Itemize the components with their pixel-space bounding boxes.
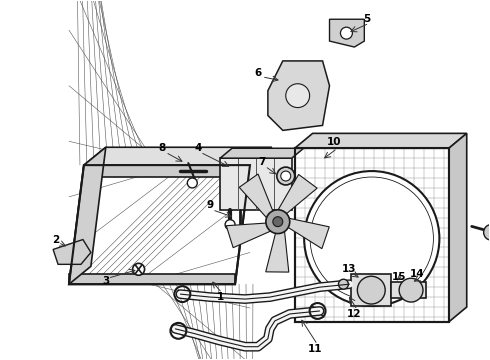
Polygon shape [220, 158, 292, 210]
Circle shape [273, 217, 283, 227]
Text: 15: 15 [392, 272, 406, 282]
Circle shape [484, 224, 490, 240]
Circle shape [133, 264, 145, 275]
Polygon shape [84, 147, 272, 165]
Circle shape [304, 171, 440, 306]
Polygon shape [449, 133, 467, 322]
Polygon shape [287, 218, 329, 249]
Polygon shape [53, 239, 91, 264]
Circle shape [266, 210, 290, 234]
Polygon shape [391, 282, 426, 298]
Text: 6: 6 [254, 68, 262, 78]
Text: 13: 13 [342, 264, 357, 274]
Polygon shape [351, 274, 391, 306]
Polygon shape [266, 229, 289, 272]
Text: 10: 10 [327, 137, 342, 147]
Text: 3: 3 [102, 276, 109, 286]
Polygon shape [329, 19, 365, 47]
Polygon shape [239, 174, 273, 220]
Circle shape [339, 279, 348, 289]
Polygon shape [226, 223, 272, 248]
Polygon shape [69, 274, 235, 284]
Circle shape [341, 27, 352, 39]
Text: 4: 4 [195, 143, 202, 153]
Polygon shape [220, 148, 304, 158]
Text: 8: 8 [159, 143, 166, 153]
Text: 2: 2 [52, 234, 60, 244]
Polygon shape [277, 175, 317, 215]
Circle shape [277, 167, 294, 185]
Text: 5: 5 [364, 14, 371, 24]
Polygon shape [294, 148, 449, 322]
Polygon shape [69, 165, 250, 284]
Text: 1: 1 [217, 292, 224, 302]
Circle shape [225, 220, 235, 230]
Polygon shape [294, 133, 467, 148]
Text: 12: 12 [347, 309, 362, 319]
Polygon shape [84, 165, 250, 177]
Text: 14: 14 [410, 269, 424, 279]
Circle shape [399, 278, 423, 302]
Circle shape [281, 171, 291, 181]
Circle shape [187, 178, 197, 188]
Text: 7: 7 [258, 157, 266, 167]
Polygon shape [69, 147, 106, 284]
Text: 11: 11 [307, 344, 322, 354]
Circle shape [357, 276, 385, 304]
Text: 9: 9 [207, 200, 214, 210]
Polygon shape [268, 61, 329, 130]
Circle shape [286, 84, 310, 108]
